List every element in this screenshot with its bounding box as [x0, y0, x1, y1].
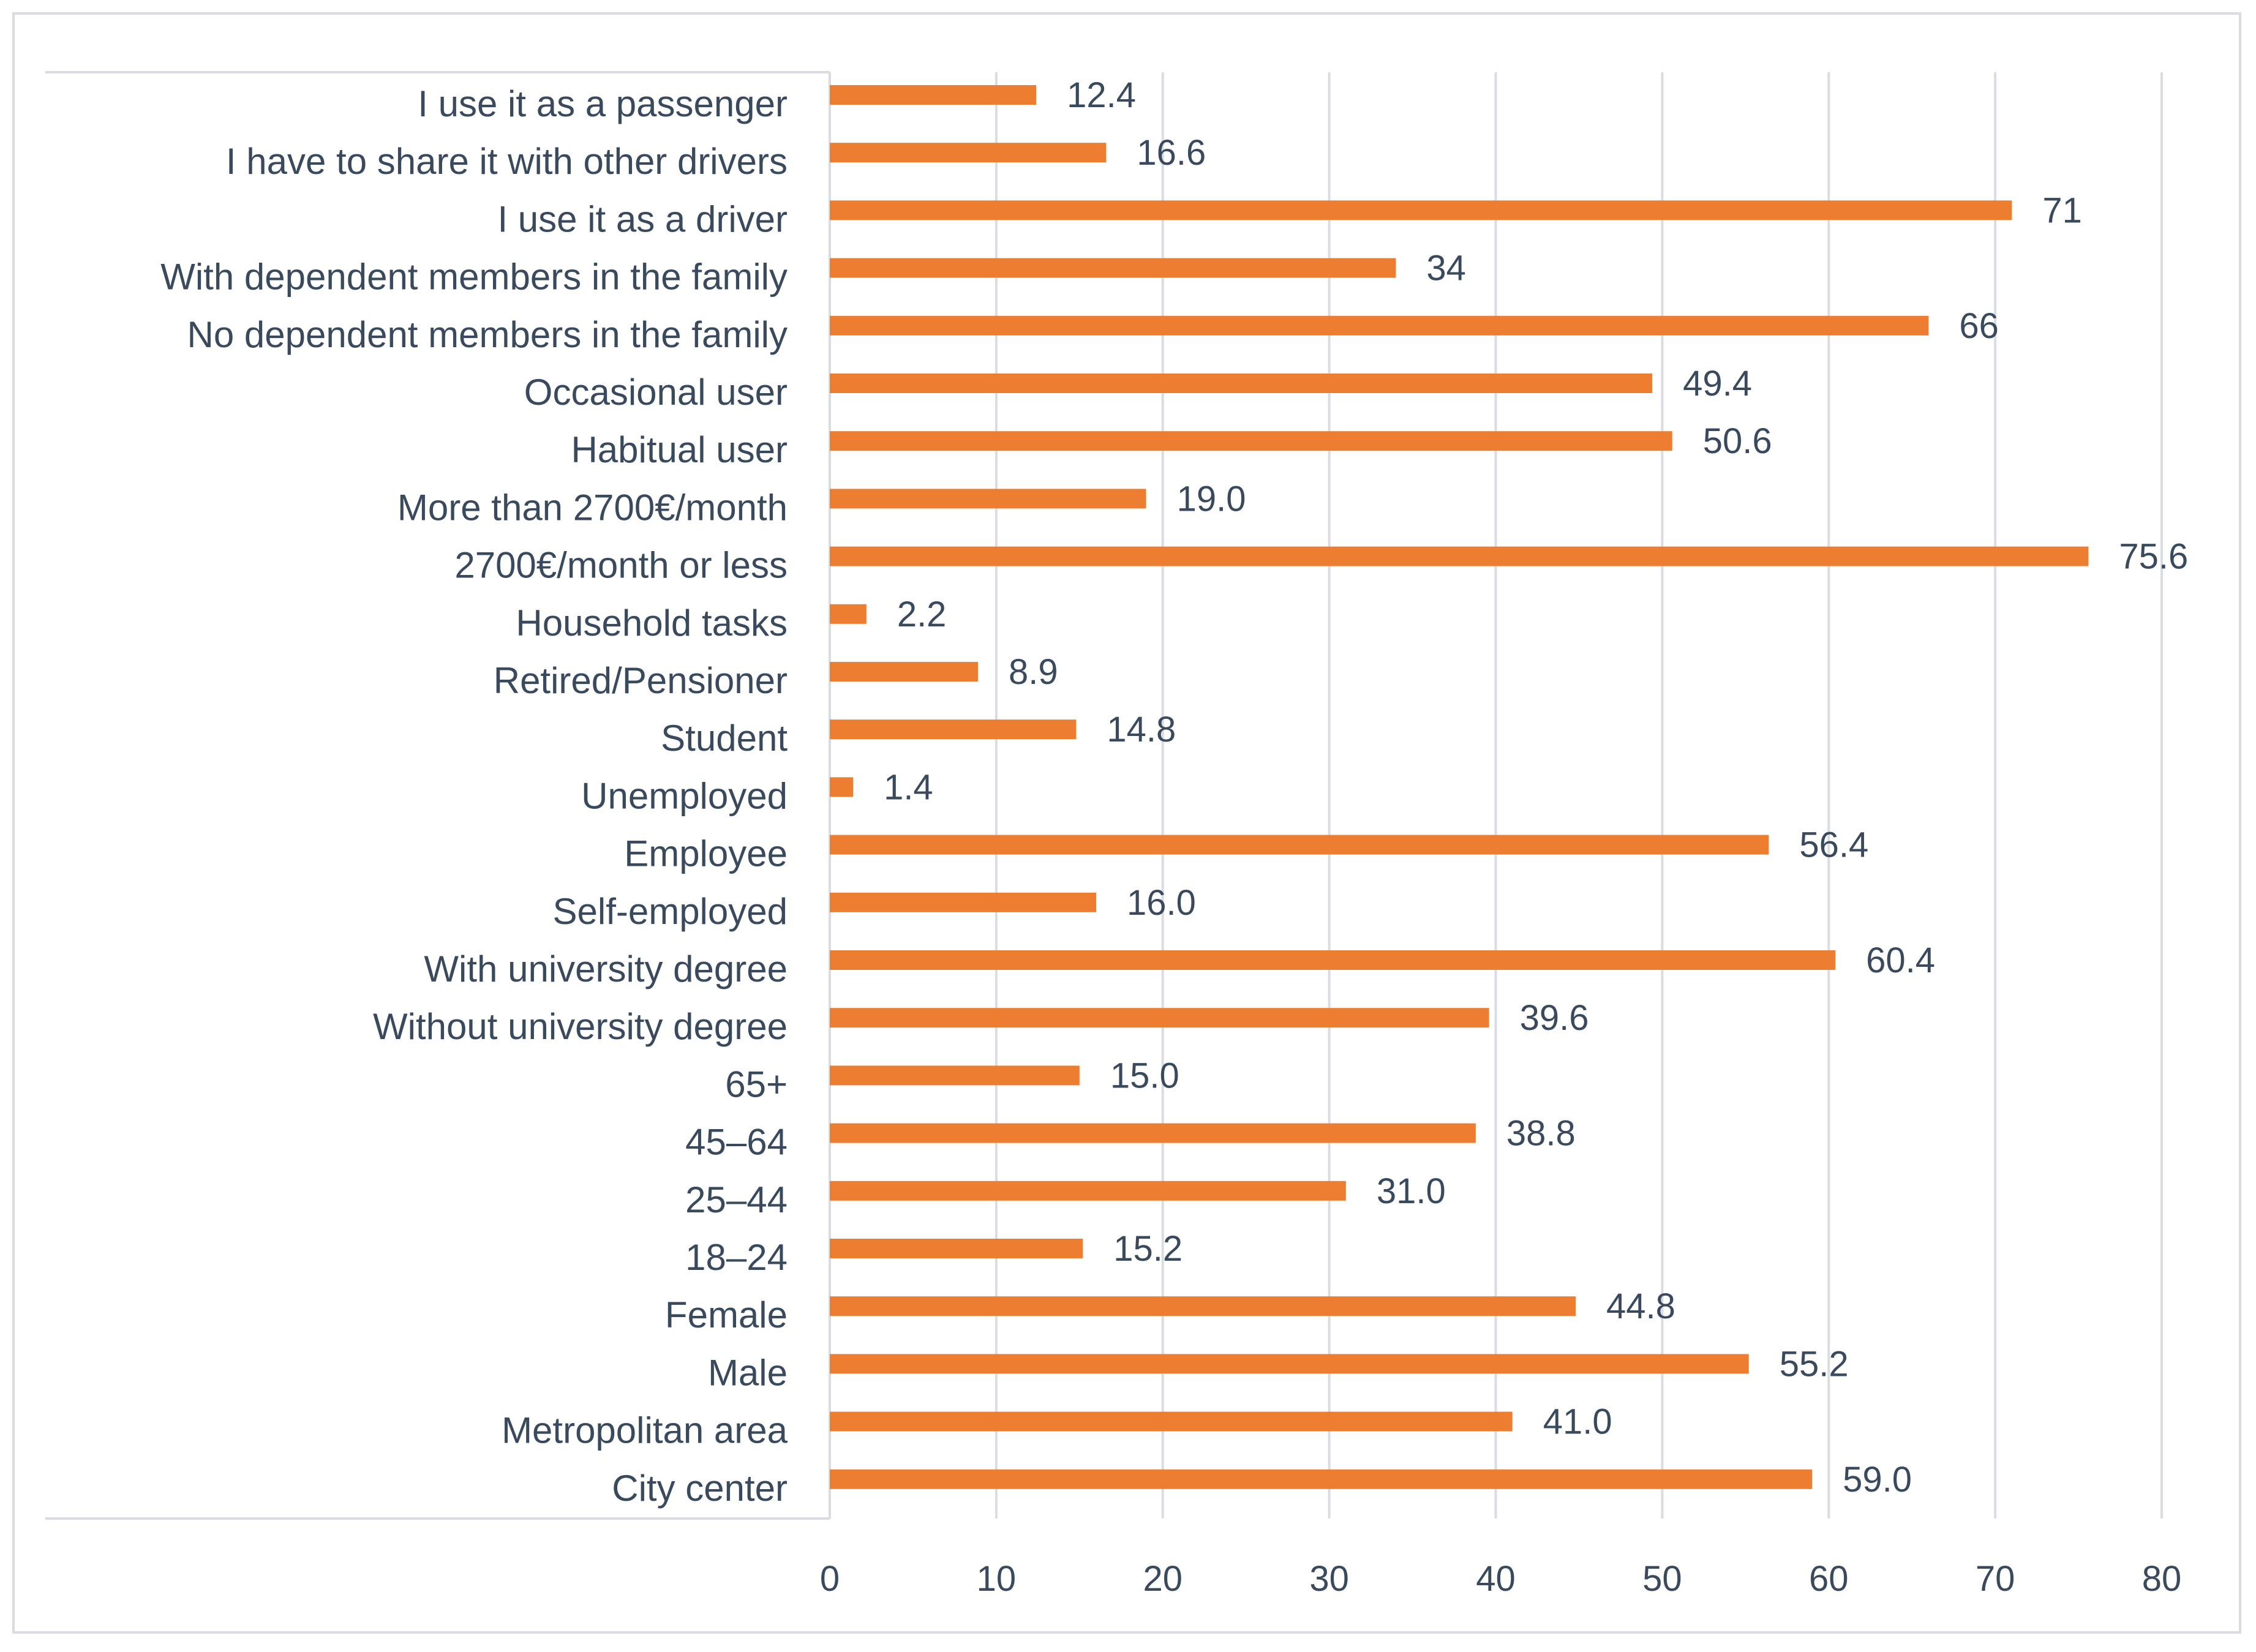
bar	[830, 1411, 1513, 1432]
bar	[830, 1354, 1749, 1374]
value-label: 16.6	[1137, 133, 1206, 173]
category-label: I use it as a driver	[497, 198, 788, 239]
value-label: 8.9	[1009, 652, 1058, 692]
bar	[830, 489, 1146, 509]
bar	[830, 200, 2012, 220]
bar	[830, 258, 1396, 278]
category-label: Metropolitan area	[502, 1410, 788, 1451]
value-label: 44.8	[1606, 1286, 1675, 1326]
category-label: Female	[665, 1294, 788, 1335]
value-label: 50.6	[1703, 421, 1772, 461]
category-label: I use it as a passenger	[418, 83, 788, 124]
category-label: 25–44	[685, 1179, 788, 1220]
bar	[830, 892, 1096, 912]
bar	[830, 950, 1836, 970]
category-label: Student	[661, 718, 788, 759]
category-label: Unemployed	[581, 775, 788, 816]
x-tick-label: 50	[1642, 1559, 1682, 1599]
category-label: Household tasks	[516, 603, 788, 644]
value-label: 2.2	[897, 595, 947, 634]
x-tick-label: 30	[1309, 1559, 1349, 1599]
x-tick-label: 0	[820, 1559, 840, 1599]
value-label: 34	[1426, 249, 1466, 288]
category-label: 45–64	[685, 1122, 788, 1163]
bar	[830, 143, 1107, 163]
category-label: City center	[612, 1468, 788, 1509]
value-label: 15.2	[1113, 1229, 1183, 1269]
category-label: Retired/Pensioner	[494, 660, 788, 701]
category-label: With university degree	[424, 948, 788, 989]
bar	[830, 374, 1653, 393]
x-tick-labels: 0 10 20 30 40 50 60 70 80	[820, 1559, 2181, 1599]
bars	[830, 85, 2089, 1489]
category-labels: I use it as a passenger I have to share i…	[160, 83, 788, 1509]
value-label: 1.4	[884, 767, 933, 807]
value-label: 16.0	[1127, 883, 1196, 923]
bar	[830, 719, 1077, 740]
bar	[830, 431, 1672, 451]
bar	[830, 1181, 1346, 1201]
value-label: 14.8	[1107, 710, 1176, 749]
category-label: 65+	[725, 1064, 788, 1105]
category-label: Without university degree	[373, 1006, 788, 1047]
value-labels: 12.416.6 71 34 66 49.4 50.6 19.0 75.6 2.2 8.9 14.8…	[884, 75, 2188, 1500]
category-label: With dependent members in the family	[160, 257, 788, 298]
bar	[830, 85, 1037, 105]
x-tick-label: 10	[977, 1559, 1017, 1599]
bar	[830, 1065, 1080, 1086]
category-label: More than 2700€/month	[397, 487, 788, 528]
value-label: 15.0	[1110, 1056, 1179, 1095]
value-label: 56.4	[1799, 825, 1868, 865]
value-label: 12.4	[1067, 75, 1136, 115]
bar	[830, 662, 978, 681]
category-label: 18–24	[685, 1237, 788, 1278]
value-label: 19.0	[1177, 479, 1246, 519]
value-label: 59.0	[1843, 1460, 1912, 1500]
value-label: 41.0	[1543, 1402, 1612, 1442]
value-label: 60.4	[1866, 941, 1935, 980]
value-label: 31.0	[1377, 1171, 1446, 1211]
bar	[830, 1469, 1813, 1489]
bar	[830, 835, 1769, 855]
bar	[830, 1008, 1489, 1028]
bar	[830, 777, 854, 797]
category-label: I have to share it with other drivers	[226, 141, 788, 182]
category-label: No dependent members in the family	[187, 314, 788, 355]
category-label: Employee	[624, 833, 788, 874]
category-label: Male	[708, 1352, 788, 1393]
x-tick-label: 40	[1476, 1559, 1516, 1599]
x-tick-label: 80	[2142, 1559, 2182, 1599]
value-label: 71	[2042, 190, 2082, 230]
bar	[830, 315, 1929, 336]
value-label: 55.2	[1780, 1344, 1849, 1384]
value-label: 49.4	[1683, 364, 1752, 404]
bar	[830, 1239, 1083, 1258]
category-label: Occasional user	[524, 372, 788, 413]
bar	[830, 604, 867, 624]
x-tick-label: 60	[1809, 1559, 1849, 1599]
category-label: Habitual user	[571, 429, 788, 470]
bar	[830, 1296, 1576, 1316]
bar	[830, 546, 2089, 566]
x-tick-label: 70	[1976, 1559, 2015, 1599]
bar	[830, 1123, 1476, 1143]
category-label: Self-employed	[552, 891, 788, 932]
value-label: 38.8	[1506, 1114, 1576, 1154]
grid-lines	[995, 72, 2163, 1519]
value-label: 75.6	[2119, 537, 2188, 577]
category-label: 2700€/month or less	[454, 545, 788, 586]
value-label: 66	[1959, 306, 1999, 346]
value-label: 39.6	[1520, 998, 1589, 1038]
x-tick-label: 20	[1143, 1559, 1183, 1599]
